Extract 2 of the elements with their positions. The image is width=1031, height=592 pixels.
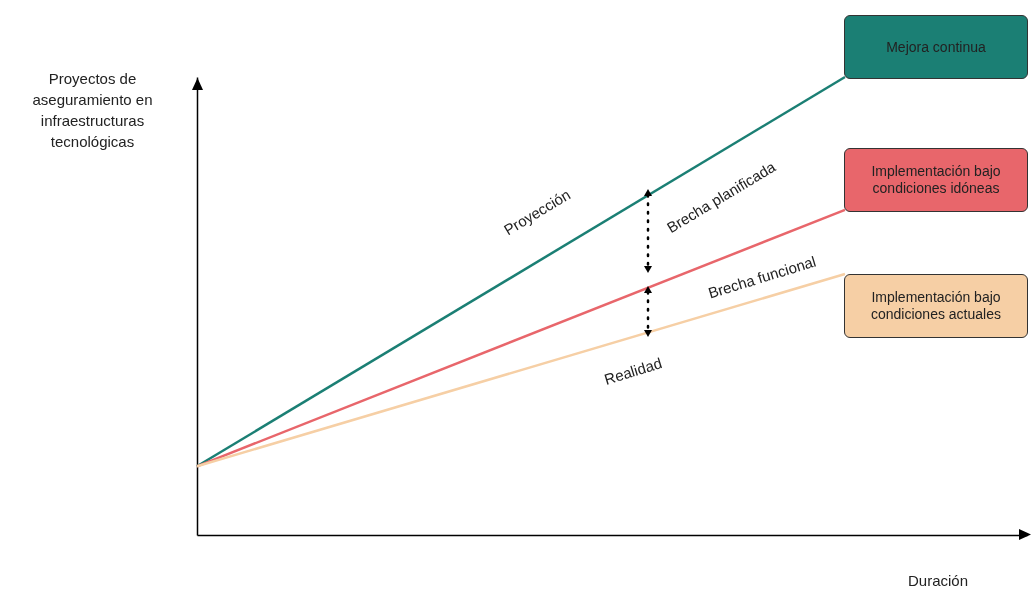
x-axis-title: Duración [908, 572, 969, 589]
y-axis-title: Proyectos de aseguramiento en infraestructuras tecnológicas [31, 69, 154, 152]
